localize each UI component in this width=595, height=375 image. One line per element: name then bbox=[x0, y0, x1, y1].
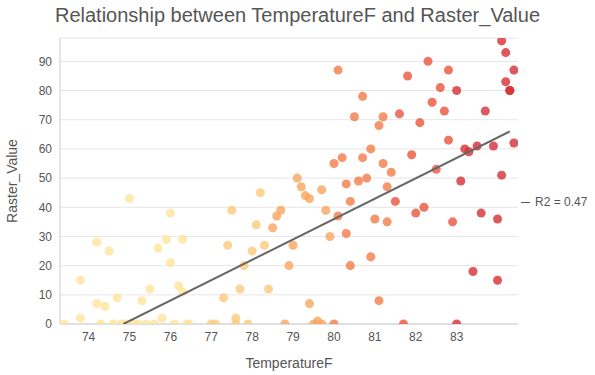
svg-text:81: 81 bbox=[368, 330, 382, 344]
svg-text:10: 10 bbox=[39, 288, 53, 302]
svg-text:75: 75 bbox=[123, 330, 137, 344]
svg-text:83: 83 bbox=[450, 330, 464, 344]
svg-text:70: 70 bbox=[39, 113, 53, 127]
svg-text:40: 40 bbox=[39, 201, 53, 215]
svg-text:90: 90 bbox=[39, 55, 53, 69]
svg-text:78: 78 bbox=[246, 330, 260, 344]
svg-text:Raster_Value: Raster_Value bbox=[8, 139, 20, 223]
svg-text:80: 80 bbox=[327, 330, 341, 344]
svg-text:20: 20 bbox=[39, 259, 53, 273]
svg-text:TemperatureF: TemperatureF bbox=[245, 355, 332, 371]
svg-text:80: 80 bbox=[39, 84, 53, 98]
svg-text:60: 60 bbox=[39, 142, 53, 156]
svg-text:77: 77 bbox=[205, 330, 219, 344]
svg-text:82: 82 bbox=[409, 330, 423, 344]
svg-text:76: 76 bbox=[164, 330, 178, 344]
svg-text:0: 0 bbox=[45, 317, 52, 331]
svg-text:50: 50 bbox=[39, 171, 53, 185]
svg-text:79: 79 bbox=[286, 330, 300, 344]
html-text:Relationship between Temperatu: Relationship between TemperatureF and Ra… bbox=[54, 4, 540, 26]
html-text:R2 = 0.47: R2 = 0.47 bbox=[535, 195, 588, 209]
svg-text:74: 74 bbox=[82, 330, 96, 344]
svg-text:30: 30 bbox=[39, 230, 53, 244]
